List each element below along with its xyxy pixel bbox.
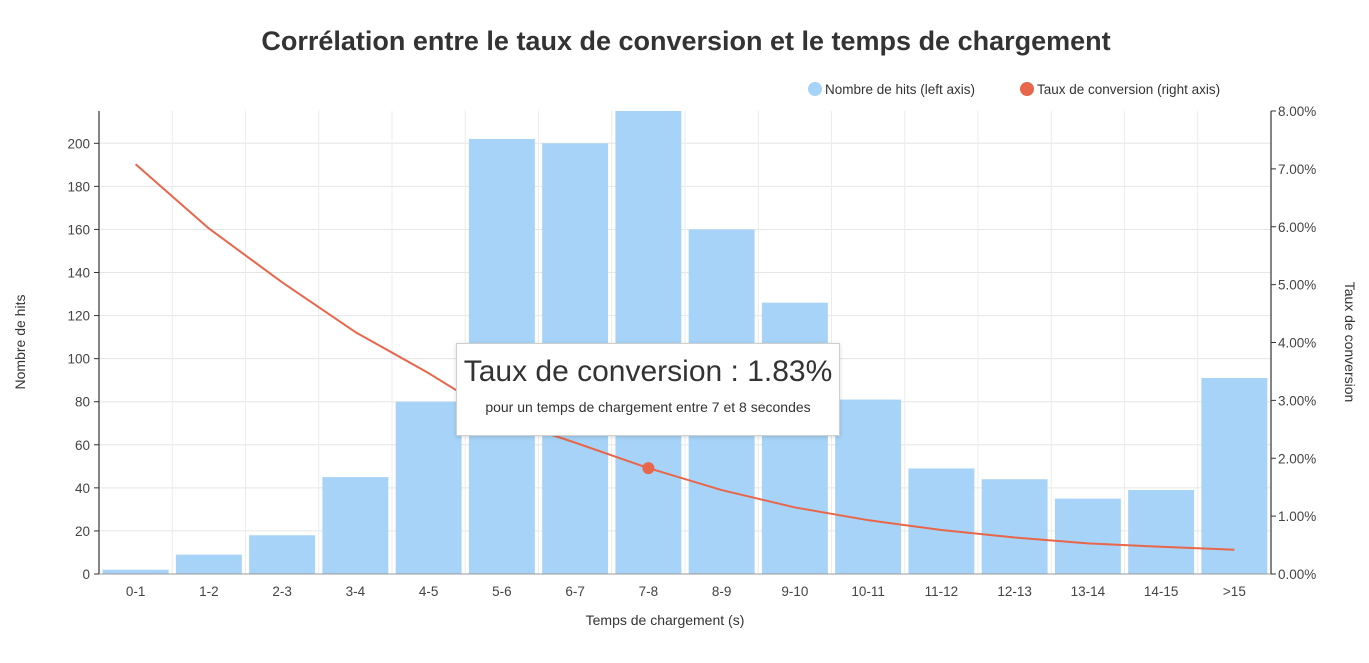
x-axis-title: Temps de chargement (s) [586, 612, 745, 628]
right-axis-ticks: 0.00% 1.00% 2.00% 3.00% 4.00% 5.00% 6.00% 7.00%… [1271, 104, 1316, 582]
right-tick-label: 5.00% [1278, 278, 1316, 293]
x-axis-ticks: 0-1 1-2 2-3 3-4 4-5 5-6 6-7 7-8 8-9 9-10 10-11 11-1… [126, 584, 1246, 599]
right-tick-label: 7.00% [1278, 162, 1316, 177]
x-tick-label: 3-4 [346, 584, 366, 599]
conversion-line-path [134, 163, 1235, 551]
left-tick-label: 180 [67, 179, 90, 194]
bar-14-15[interactable] [1128, 490, 1195, 574]
bar-2-3[interactable] [249, 535, 316, 574]
tooltip-subtitle: pour un temps de chargement entre 7 et 8… [485, 399, 811, 415]
bar-7-8[interactable] [615, 111, 682, 574]
left-tick-label: 100 [67, 352, 90, 367]
tooltip: Taux de conversion : 1.83% pour un temps… [456, 343, 840, 436]
bar-13-14[interactable] [1054, 498, 1121, 574]
x-tick-label: 4-5 [419, 584, 439, 599]
left-tick-label: 20 [75, 524, 90, 539]
bar-0-1[interactable] [102, 569, 169, 574]
right-tick-label: 2.00% [1278, 451, 1316, 466]
x-tick-label: 11-12 [925, 584, 959, 599]
legend-marker-conversion [1020, 82, 1034, 96]
left-tick-label: 160 [67, 222, 90, 237]
bar-11-12[interactable] [908, 468, 975, 574]
bar-12-13[interactable] [981, 479, 1048, 574]
legend-label-conversion[interactable]: Taux de conversion (right axis) [1037, 82, 1220, 97]
left-tick-label: 80 [75, 395, 90, 410]
x-tick-label: 8-9 [712, 584, 732, 599]
left-tick-label: 60 [75, 438, 90, 453]
x-tick-label: 13-14 [1071, 584, 1106, 599]
bar-1-2[interactable] [175, 554, 242, 574]
left-tick-label: 40 [75, 481, 90, 496]
left-tick-label: 140 [67, 266, 90, 281]
legend-marker-hits [808, 82, 822, 96]
right-tick-label: 6.00% [1278, 220, 1316, 235]
x-tick-label: 0-1 [126, 584, 146, 599]
x-tick-label: 6-7 [565, 584, 585, 599]
x-tick-label: 14-15 [1144, 584, 1179, 599]
left-axis-title: Nombre de hits [12, 295, 28, 390]
chart-title: Corrélation entre le taux de conversion … [261, 26, 1110, 56]
legend-label-hits[interactable]: Nombre de hits (left axis) [825, 82, 975, 97]
tooltip-value: Taux de conversion : 1.83% [463, 355, 833, 388]
x-tick-label: 12-13 [997, 584, 1032, 599]
left-axis-ticks: 0 20 40 60 80 100 120 140 160 180 200 [67, 136, 99, 582]
left-tick-label: 200 [67, 136, 90, 151]
right-tick-label: 3.00% [1278, 393, 1316, 408]
x-tick-label: 10-11 [851, 584, 885, 599]
bar-3-4[interactable] [322, 477, 389, 574]
left-tick-label: 0 [82, 567, 90, 582]
conversion-line [134, 163, 1235, 551]
x-tick-label: 7-8 [639, 584, 659, 599]
conversion-point-7-8[interactable] [642, 462, 655, 475]
left-tick-label: 120 [67, 309, 90, 324]
bar-10-11[interactable] [835, 399, 902, 574]
x-tick-label: 1-2 [199, 584, 219, 599]
right-tick-label: 8.00% [1278, 104, 1316, 119]
right-tick-label: 0.00% [1278, 567, 1316, 582]
right-axis-title: Taux de conversion [1342, 282, 1358, 403]
x-tick-label: 9-10 [781, 584, 808, 599]
right-tick-label: 1.00% [1278, 509, 1316, 524]
legend: Nombre de hits (left axis) Taux de conve… [808, 82, 1220, 97]
x-tick-label: 2-3 [272, 584, 292, 599]
bar->15[interactable] [1201, 378, 1268, 574]
x-tick-label: >15 [1223, 584, 1246, 599]
x-tick-label: 5-6 [492, 584, 512, 599]
right-tick-label: 4.00% [1278, 336, 1316, 351]
bar-4-5[interactable] [395, 401, 462, 574]
